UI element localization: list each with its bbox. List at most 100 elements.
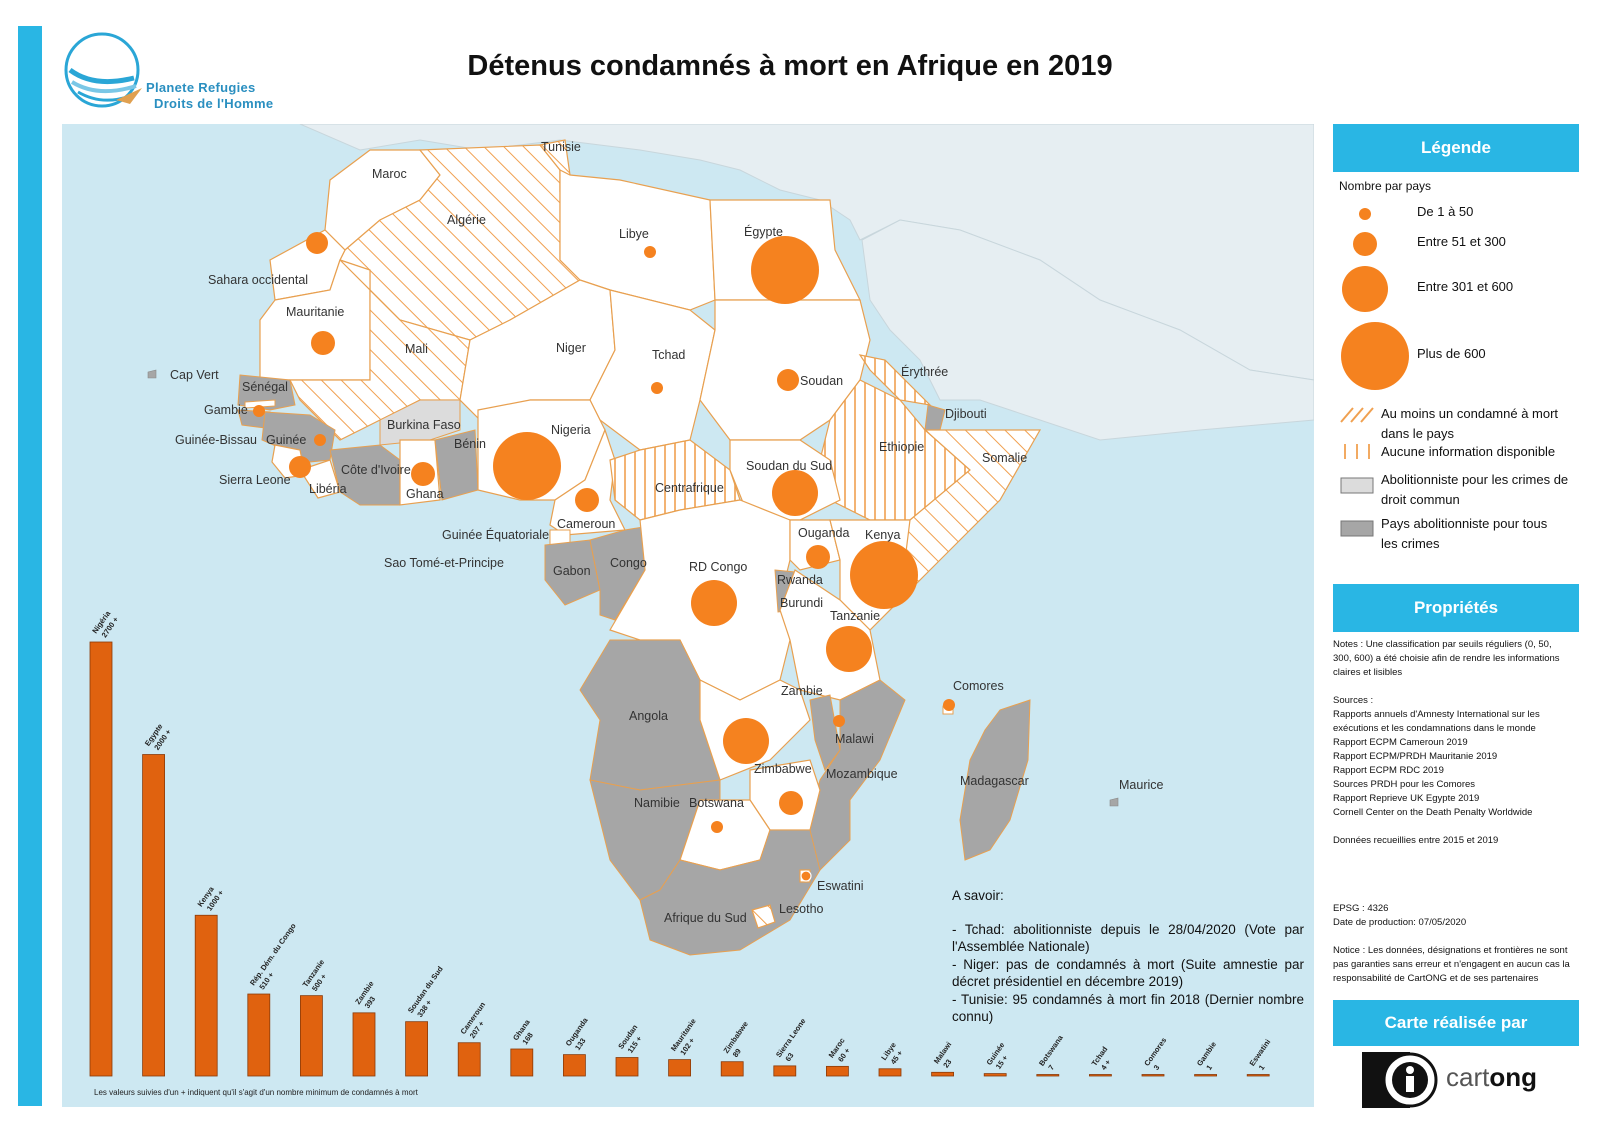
production-date: Date de production: 07/05/2020 bbox=[1333, 917, 1467, 928]
country-gabon bbox=[544, 539, 601, 606]
label-guineebissau: Guinée-Bissau bbox=[175, 433, 257, 447]
circle-libye bbox=[644, 246, 656, 258]
legend-class-1: De 1 à 50 bbox=[1417, 204, 1474, 219]
label-senegal: Sénégal bbox=[242, 380, 288, 394]
bar-23 bbox=[1246, 1074, 1270, 1077]
country-lesotho bbox=[751, 904, 776, 929]
label-soudan: Soudan bbox=[800, 374, 843, 388]
legend-class-3: Entre 301 et 600 bbox=[1417, 279, 1514, 294]
epsg: EPSG : 4326 bbox=[1333, 903, 1389, 914]
circle-zambie bbox=[723, 718, 769, 764]
label-ethiopie: Ethiopie bbox=[879, 440, 924, 454]
legend-class-4: Plus de 600 bbox=[1417, 346, 1486, 361]
circle-mauritanie bbox=[311, 331, 335, 355]
label-djibouti: Djibouti bbox=[945, 407, 987, 421]
circle-soudan bbox=[777, 369, 799, 391]
label-centrafrique: Centrafrique bbox=[655, 481, 724, 495]
sidebar-stripe bbox=[18, 26, 42, 1106]
bar-13 bbox=[720, 1061, 744, 1077]
label-mali: Mali bbox=[405, 342, 428, 356]
chart-footnote: Les valeurs suivies d'un + indiquent qu'… bbox=[94, 1088, 418, 1097]
legend-circle-small bbox=[1359, 208, 1371, 220]
label-soudansud: Soudan du Sud bbox=[746, 459, 832, 473]
country-mozambique bbox=[799, 679, 906, 871]
bar-7 bbox=[405, 1021, 429, 1077]
label-madagascar: Madagascar bbox=[960, 774, 1029, 788]
legend-dark-grey-box bbox=[1340, 520, 1374, 537]
circle-rd-congo bbox=[691, 580, 737, 626]
label-algerie: Algérie bbox=[447, 213, 486, 227]
bar-12 bbox=[668, 1059, 691, 1077]
bar-6 bbox=[352, 1012, 376, 1077]
label-botswana: Botswana bbox=[689, 796, 744, 810]
legend-hatch-vert-symbol bbox=[1344, 444, 1370, 459]
label-liberia: Libéria bbox=[309, 482, 347, 496]
circle-tanzanie bbox=[826, 626, 872, 672]
circle-cameroun bbox=[575, 488, 599, 512]
bar-16 bbox=[878, 1068, 902, 1077]
country-labels: Maroc Tunisie Algérie Libye Égypte Sahar… bbox=[170, 140, 1164, 925]
label-angola: Angola bbox=[629, 709, 668, 723]
label-namibie: Namibie bbox=[634, 796, 680, 810]
label-zambie: Zambie bbox=[781, 684, 823, 698]
label-eswatini: Eswatini bbox=[817, 879, 864, 893]
bar-19 bbox=[1036, 1074, 1060, 1077]
legend-subtitle: Nombre par pays bbox=[1339, 179, 1432, 193]
circle-tchad bbox=[651, 382, 663, 394]
country-burkina bbox=[379, 399, 461, 446]
label-zimbabwe: Zimbabwe bbox=[754, 762, 812, 776]
source-item: Rapport ECPM/PRDH Mauritanie 2019 bbox=[1333, 751, 1498, 762]
label-maurice: Maurice bbox=[1119, 778, 1164, 792]
properties-header: Propriétés bbox=[1333, 584, 1579, 632]
legend-header: Légende bbox=[1333, 124, 1579, 172]
legend-circle-medium bbox=[1353, 232, 1377, 256]
label-comores: Comores bbox=[953, 679, 1004, 693]
notes-box: A savoir: - Tchad: abolitionniste depuis… bbox=[952, 887, 1304, 1026]
label-guinee: Guinée bbox=[266, 433, 306, 447]
circle-sierra-leone bbox=[289, 456, 311, 478]
logo-line2: Droits de l'Homme bbox=[154, 96, 274, 111]
sources-title: Sources : bbox=[1333, 695, 1374, 706]
legend-panel: Nombre par pays De 1 à 50 Entre 51 et 30… bbox=[1333, 176, 1579, 576]
label-libye: Libye bbox=[619, 227, 649, 241]
circle-ouganda bbox=[806, 545, 830, 569]
label-guineeeq: Guinée Équatoriale bbox=[442, 527, 549, 542]
label-saotome: Sao Tomé-et-Principe bbox=[384, 556, 504, 570]
legend-light-grey-label: Abolitionniste pour les crimes de droit … bbox=[1381, 472, 1569, 507]
country-maurice bbox=[1109, 797, 1119, 807]
label-egypte: Égypte bbox=[744, 224, 783, 239]
bar-22 bbox=[1194, 1074, 1217, 1077]
legend-light-grey-box bbox=[1340, 477, 1374, 494]
map-area[interactable]: Maroc Tunisie Algérie Libye Égypte Sahar… bbox=[62, 124, 1314, 1107]
legend-class-2: Entre 51 et 300 bbox=[1417, 234, 1506, 249]
label-gambie: Gambie bbox=[204, 403, 248, 417]
properties-notes: Notes : Une classification par seuils ré… bbox=[1333, 639, 1560, 678]
bar-5 bbox=[299, 995, 323, 1077]
label-burkina: Burkina Faso bbox=[387, 418, 461, 432]
label-nigeria: Nigeria bbox=[551, 423, 591, 437]
source-item: Sources PRDH pour les Comores bbox=[1333, 779, 1476, 790]
circle-gambie bbox=[253, 405, 265, 417]
circle-eswatini bbox=[800, 870, 812, 882]
note-tchad: - Tchad: abolitionniste depuis le 28/04/… bbox=[952, 921, 1304, 955]
label-sahara: Sahara occidental bbox=[208, 273, 308, 287]
circle-comores bbox=[943, 699, 955, 711]
label-kenya: Kenya bbox=[865, 528, 900, 542]
bar-2 bbox=[142, 754, 166, 1077]
label-congo: Congo bbox=[610, 556, 647, 570]
country-libye bbox=[559, 169, 716, 311]
label-tchad: Tchad bbox=[652, 348, 685, 362]
africa-map: Maroc Tunisie Algérie Libye Égypte Sahar… bbox=[62, 124, 1314, 1107]
legend-vertical-label: Aucune information disponible bbox=[1381, 444, 1556, 459]
data-period: Données recueillies entre 2015 et 2019 bbox=[1333, 835, 1499, 846]
label-lesotho: Lesotho bbox=[779, 902, 824, 916]
source-item: Rapport ECPM Cameroun 2019 bbox=[1333, 737, 1468, 748]
circle-ghana bbox=[411, 462, 435, 486]
label-malawi: Malawi bbox=[835, 732, 874, 746]
label-mauritanie: Mauritanie bbox=[286, 305, 344, 319]
circle-soudan-du-sud bbox=[772, 470, 818, 516]
note-niger: - Niger: pas de condamnés à mort (Suite … bbox=[952, 956, 1304, 990]
bar-4 bbox=[247, 993, 271, 1077]
circle-malawi bbox=[833, 715, 845, 727]
page-title: Détenus condamnés à mort en Afrique en 2… bbox=[467, 50, 1113, 82]
